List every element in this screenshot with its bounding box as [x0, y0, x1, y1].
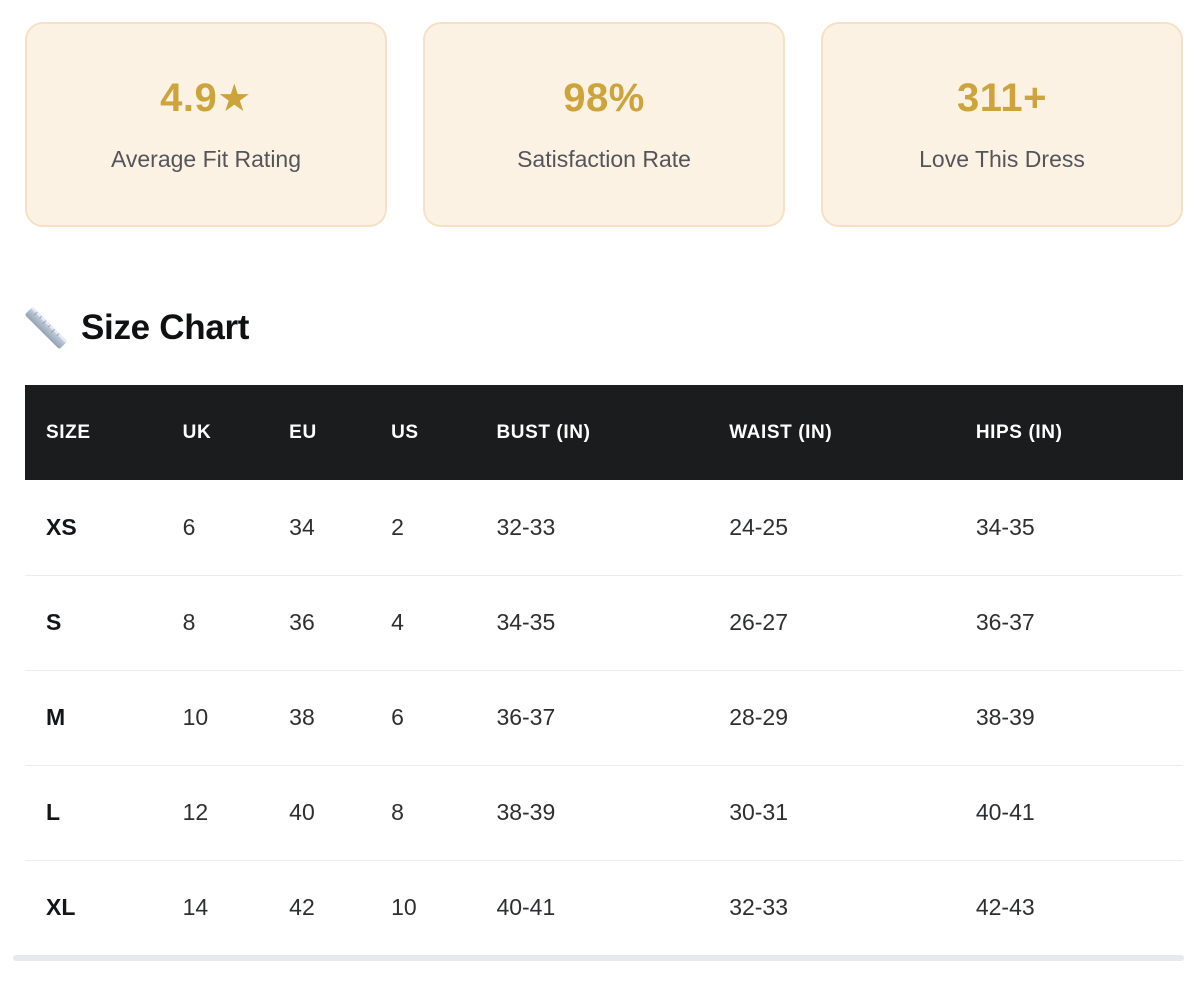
fit-rating-number: 4.9 — [160, 75, 218, 120]
table-header: SIZE UK EU US BUST (IN) WAIST (IN) HIPS … — [25, 385, 1183, 480]
cell-us: 6 — [391, 704, 404, 730]
cell-waist: 32-33 — [729, 894, 789, 921]
cell-hips: 42-43 — [975, 894, 1035, 921]
cell-hips: 34-35 — [975, 513, 1035, 540]
love-count-value: 311+ — [957, 76, 1047, 121]
size-row-s: S 8 36 4 34-35 26-27 36-37 — [25, 575, 1183, 670]
horizontal-scrollbar[interactable] — [13, 955, 1184, 961]
column-header-us: US — [391, 421, 419, 443]
cell-eu: 42 — [289, 894, 315, 921]
love-count-label: Love This Dress — [919, 146, 1085, 173]
size-row-m: M 10 38 6 36-37 28-29 38-39 — [25, 670, 1183, 765]
stat-card-love-count: 311+ Love This Dress — [821, 22, 1183, 227]
stats-row: 4.9★ Average Fit Rating 98% Satisfaction… — [25, 22, 1183, 227]
stat-card-satisfaction: 98% Satisfaction Rate — [423, 22, 785, 227]
ruler-icon — [25, 307, 67, 349]
cell-waist: 24-25 — [729, 513, 789, 540]
satisfaction-label: Satisfaction Rate — [517, 146, 691, 173]
column-header-size: SIZE — [46, 421, 91, 443]
cell-us: 2 — [391, 513, 404, 540]
cell-uk: 6 — [182, 513, 196, 540]
size-chart-table: SIZE UK EU US BUST (IN) WAIST (IN) HIPS … — [25, 385, 1183, 955]
cell-hips: 36-37 — [975, 609, 1035, 635]
cell-size: XL — [46, 894, 76, 921]
page-title: Size Chart — [81, 308, 250, 347]
cell-size: XS — [46, 513, 77, 540]
size-row-l: L 12 40 8 38-39 30-31 40-41 — [25, 765, 1183, 860]
satisfaction-value: 98% — [563, 76, 645, 121]
cell-us: 10 — [391, 894, 417, 921]
table-header-row: SIZE UK EU US BUST (IN) WAIST (IN) HIPS … — [25, 385, 1183, 480]
cell-uk: 14 — [182, 894, 209, 921]
column-header-hips: HIPS (IN) — [975, 421, 1063, 443]
cell-bust: 36-37 — [496, 704, 556, 730]
cell-waist: 26-27 — [729, 609, 789, 635]
column-header-eu: EU — [289, 421, 317, 443]
cell-hips: 38-39 — [975, 704, 1035, 730]
cell-bust: 40-41 — [496, 894, 556, 921]
fit-rating-value: 4.9★ — [160, 74, 252, 123]
cell-us: 8 — [391, 799, 404, 825]
column-header-bust: BUST (IN) — [496, 421, 591, 443]
cell-eu: 36 — [289, 609, 315, 635]
star-icon: ★ — [217, 77, 252, 120]
size-row-xs: XS 6 34 2 32-33 24-25 34-35 — [25, 480, 1183, 575]
cell-waist: 28-29 — [729, 704, 789, 730]
cell-uk: 10 — [182, 704, 209, 730]
cell-size: L — [46, 799, 61, 825]
cell-size: M — [46, 704, 66, 730]
size-row-xl: XL 14 42 10 40-41 32-33 42-43 — [25, 860, 1183, 955]
cell-waist: 30-31 — [729, 799, 789, 825]
cell-eu: 34 — [289, 513, 315, 540]
cell-hips: 40-41 — [975, 799, 1035, 825]
cell-size: S — [46, 609, 62, 635]
column-header-waist: WAIST (IN) — [729, 421, 833, 443]
cell-uk: 12 — [182, 799, 209, 825]
cell-eu: 38 — [289, 704, 315, 730]
table-body: XS 6 34 2 32-33 24-25 34-35 S 8 36 4 34-… — [25, 480, 1183, 955]
size-chart-heading: Size Chart — [25, 307, 1183, 349]
cell-bust: 34-35 — [496, 609, 556, 635]
stat-card-fit-rating: 4.9★ Average Fit Rating — [25, 22, 387, 227]
cell-uk: 8 — [182, 609, 196, 635]
column-header-uk: UK — [182, 421, 212, 443]
cell-us: 4 — [391, 609, 404, 635]
size-guide-page: 4.9★ Average Fit Rating 98% Satisfaction… — [13, 22, 1184, 961]
cell-bust: 38-39 — [496, 799, 556, 825]
cell-eu: 40 — [289, 799, 315, 825]
fit-rating-label: Average Fit Rating — [110, 146, 302, 173]
cell-bust: 32-33 — [496, 513, 556, 540]
